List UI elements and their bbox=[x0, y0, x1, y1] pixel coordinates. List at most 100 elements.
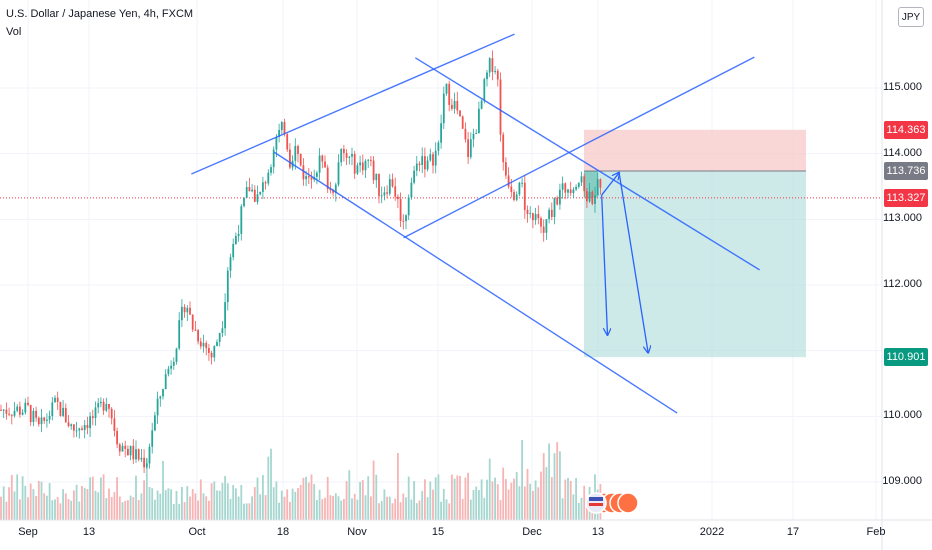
projection-arrows[interactable] bbox=[601, 172, 648, 353]
volume-bar bbox=[413, 481, 415, 520]
candle-up bbox=[588, 191, 591, 202]
volume-bar bbox=[224, 476, 226, 520]
candle-up bbox=[440, 123, 442, 143]
candle-up bbox=[202, 342, 205, 347]
candle-up bbox=[348, 156, 351, 158]
candle-up bbox=[78, 428, 81, 431]
volume-bars bbox=[0, 439, 602, 520]
candle-down bbox=[586, 191, 588, 202]
volume-label[interactable]: Vol bbox=[6, 26, 22, 38]
volume-bar bbox=[199, 479, 202, 520]
candle-up bbox=[256, 194, 259, 202]
candle-up bbox=[521, 182, 523, 184]
volume-bar bbox=[343, 498, 345, 520]
candle-down bbox=[248, 187, 251, 192]
volume-bar bbox=[67, 499, 70, 520]
candle-up bbox=[105, 403, 108, 411]
candle-up bbox=[267, 172, 270, 184]
volume-bar bbox=[567, 477, 569, 520]
candle-down bbox=[556, 197, 559, 205]
volume-bar bbox=[124, 500, 127, 520]
candle-up bbox=[240, 206, 243, 234]
currency-button[interactable]: JPY bbox=[898, 7, 924, 27]
volume-bar bbox=[407, 476, 410, 520]
volume-bar bbox=[229, 498, 232, 520]
candle-down bbox=[10, 414, 13, 416]
candle-down bbox=[116, 430, 118, 445]
volume-bar bbox=[121, 502, 124, 520]
event-markers[interactable] bbox=[585, 492, 639, 514]
volume-bar bbox=[48, 483, 51, 520]
trendlines[interactable] bbox=[191, 33, 760, 414]
trendline-descending-lower[interactable] bbox=[274, 151, 678, 414]
trendline-upper-channel-rising[interactable] bbox=[191, 33, 515, 175]
volume-bar bbox=[29, 483, 32, 520]
volume-bar bbox=[205, 496, 208, 520]
projection-arrow-1[interactable] bbox=[601, 195, 608, 335]
volume-bar bbox=[183, 502, 186, 520]
candle-down bbox=[81, 428, 83, 431]
candle-up bbox=[413, 170, 415, 183]
volume-bar bbox=[151, 488, 154, 520]
volume-bar bbox=[464, 477, 467, 520]
candle-down bbox=[183, 306, 186, 313]
volume-bar bbox=[394, 498, 397, 520]
candle-up bbox=[469, 139, 472, 158]
volume-bar bbox=[118, 496, 121, 520]
candle-up bbox=[340, 148, 343, 163]
volume-bar bbox=[569, 480, 572, 520]
time-tick-label: Nov bbox=[347, 526, 367, 538]
candle-down bbox=[29, 405, 32, 423]
candle-up bbox=[259, 191, 262, 195]
volume-bar bbox=[218, 490, 221, 520]
volume-bar bbox=[129, 495, 132, 520]
volume-bar bbox=[289, 501, 291, 520]
symbol-title[interactable]: U.S. Dollar / Japanese Yen, 4h, FXCM bbox=[6, 8, 194, 20]
trendline-lower-channel-rising[interactable] bbox=[403, 56, 755, 239]
candle-up bbox=[453, 100, 456, 109]
projection-arrow-2[interactable] bbox=[601, 173, 619, 196]
volume-bar bbox=[583, 485, 586, 520]
candle-down bbox=[378, 173, 380, 197]
candle-up bbox=[221, 328, 224, 334]
candle-up bbox=[121, 445, 124, 452]
candle-down bbox=[505, 162, 507, 176]
volume-bar bbox=[321, 499, 324, 520]
candle-up bbox=[316, 172, 318, 177]
volume-bar bbox=[542, 453, 545, 520]
volume-bar bbox=[89, 477, 91, 520]
candle-up bbox=[129, 445, 132, 456]
volume-bar bbox=[16, 474, 19, 520]
time-tick-label: Feb bbox=[866, 526, 886, 538]
candle-down bbox=[523, 182, 526, 210]
candle-up bbox=[410, 182, 413, 198]
candle-up bbox=[475, 133, 478, 135]
candle-up bbox=[351, 153, 353, 157]
stop-loss-zone bbox=[584, 129, 806, 172]
event-marker[interactable] bbox=[617, 492, 639, 514]
candle-up bbox=[83, 424, 86, 431]
volume-bar bbox=[537, 487, 540, 520]
candle-up bbox=[415, 163, 418, 171]
candle-up bbox=[218, 333, 221, 342]
candle-up bbox=[232, 243, 235, 258]
candle-down bbox=[507, 175, 510, 187]
volume-bar bbox=[154, 499, 156, 520]
price-tick-label: 115.000 bbox=[883, 81, 922, 93]
volume-bar bbox=[507, 489, 510, 520]
volume-bar bbox=[148, 486, 151, 520]
projection-arrow-3[interactable] bbox=[618, 172, 648, 353]
volume-bar bbox=[453, 478, 456, 520]
volume-bar bbox=[388, 496, 391, 520]
candle-up bbox=[407, 197, 410, 216]
volume-bar bbox=[353, 493, 356, 520]
candle-up bbox=[337, 162, 340, 185]
trendline-descending-upper[interactable] bbox=[414, 57, 760, 271]
candle-up bbox=[575, 186, 577, 190]
volume-bar bbox=[410, 499, 413, 520]
candle-down bbox=[118, 444, 121, 452]
volume-bar bbox=[488, 458, 491, 520]
candle-down bbox=[397, 196, 399, 200]
candle-up bbox=[226, 270, 229, 303]
